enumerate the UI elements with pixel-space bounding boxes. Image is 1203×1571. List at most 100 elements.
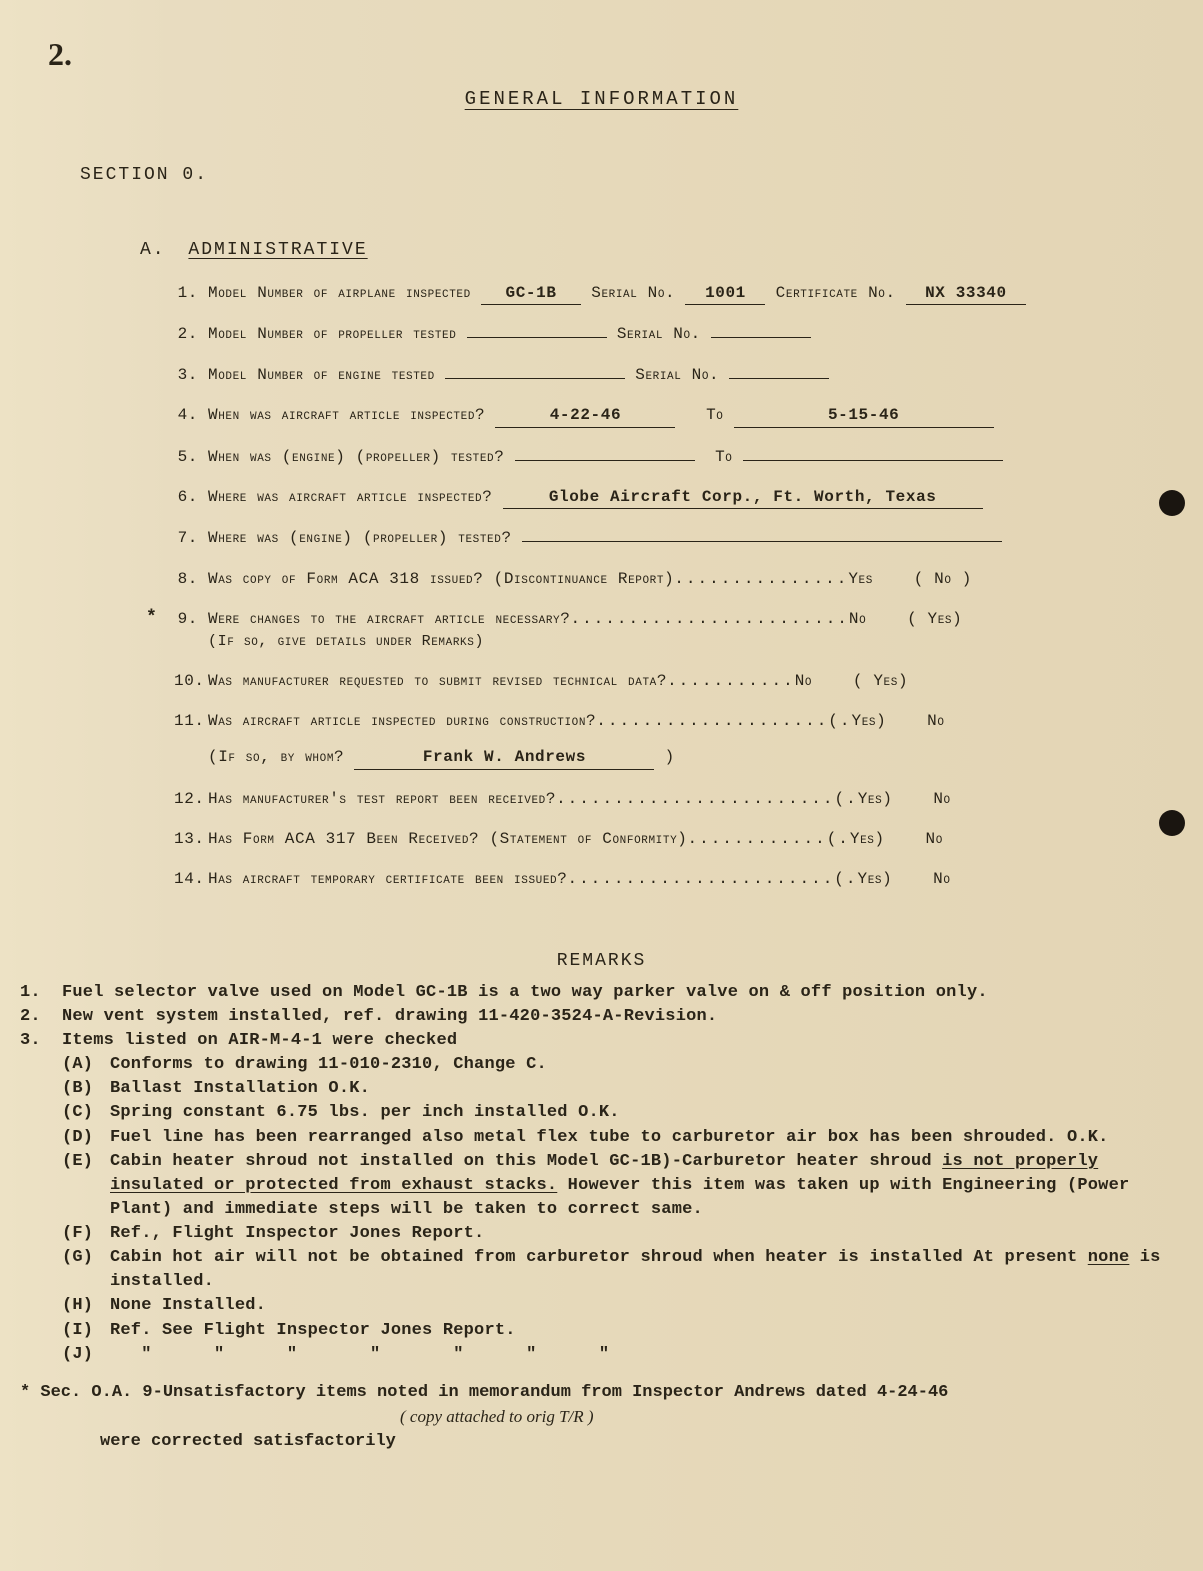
page-title: GENERAL INFORMATION (50, 88, 1153, 110)
item-text: Serial No. (617, 325, 701, 343)
footnote-line2: were corrected satisfactorily (100, 1432, 396, 1451)
item-text: Was manufacturer requested to submit rev… (208, 672, 667, 690)
remark-sub-letter: (J) (62, 1343, 110, 1367)
item-subline: (If so, by whom? Frank W. Andrews ) (208, 746, 1153, 769)
remark-sub: (E)Cabin heater shroud not installed on … (62, 1150, 1173, 1222)
item-body: Were changes to the aircraft article nec… (208, 608, 1153, 651)
remark-item: 2. New vent system installed, ref. drawi… (20, 1005, 1173, 1029)
remark-sub-text: None Installed. (110, 1294, 1173, 1318)
remark-text: Items listed on AIR-M-4-1 were checked (62, 1029, 1173, 1053)
item-text: Was copy of Form ACA 318 issued? (Discon… (208, 570, 674, 588)
item-body: Was copy of Form ACA 318 issued? (Discon… (208, 568, 1153, 590)
answer-yes-selected: Yes (850, 828, 875, 850)
leader-dots: ....................(. (596, 712, 851, 730)
item-text: To (706, 406, 723, 424)
answer-yes: Yes (848, 568, 873, 590)
remark-sub-letter: (I) (62, 1319, 110, 1343)
item-text: Has manufacturer's test report been rece… (208, 790, 556, 808)
remark-sub: (C)Spring constant 6.75 lbs. per inch in… (62, 1101, 1173, 1125)
item-number: 5. (174, 448, 208, 466)
answer-yes-selected: Yes (858, 788, 883, 810)
item-body: Model Number of airplane inspected GC-1B… (208, 282, 1153, 305)
item-text: Serial No. (635, 366, 719, 384)
remark-text: New vent system installed, ref. drawing … (62, 1005, 1173, 1029)
remark-number: 3. (20, 1029, 62, 1053)
fill-model: GC-1B (481, 282, 581, 305)
item-text: Were changes to the aircraft article nec… (208, 610, 570, 628)
remark-sub-text: Ballast Installation O.K. (110, 1077, 1173, 1101)
leader-dots: .......................(. (567, 870, 857, 888)
item-row: * 9. Were changes to the aircraft articl… (174, 608, 1153, 651)
footnote-line1: * Sec. O.A. 9-Unsatisfactory items noted… (20, 1383, 948, 1402)
answer-no: No (933, 868, 950, 890)
fill-location: Globe Aircraft Corp., Ft. Worth, Texas (503, 486, 983, 509)
item-row: 11. Was aircraft article inspected durin… (174, 710, 1153, 770)
item-number: 7. (174, 529, 208, 547)
leader-dots: ............(. (687, 830, 849, 848)
item-body: When was (engine) (propeller) tested? To (208, 446, 1153, 468)
hole-punch-icon (1159, 810, 1185, 836)
remark-sub-letter: (E) (62, 1150, 110, 1222)
remark-sub-text: Ref., Flight Inspector Jones Report. (110, 1222, 1173, 1246)
item-text: Where was (engine) (propeller) tested? (208, 529, 512, 547)
item-number: 1. (174, 284, 208, 302)
item-number: 11. (174, 712, 208, 730)
section-label: SECTION 0. (80, 165, 1153, 185)
fill-cert: NX 33340 (906, 282, 1026, 305)
item-row: 1. Model Number of airplane inspected GC… (174, 282, 1153, 305)
item-body: Was aircraft article inspected during co… (208, 710, 1153, 770)
asterisk-mark: * (146, 608, 157, 628)
document-page: 2. GENERAL INFORMATION SECTION 0. A. ADM… (0, 0, 1203, 1571)
remark-sub: (H)None Installed. (62, 1294, 1173, 1318)
answer-yes-selected: Yes (928, 608, 953, 630)
remark-sub-letter: (B) (62, 1077, 110, 1101)
remarks-block: 1. Fuel selector valve used on Model GC-… (20, 981, 1173, 1367)
item-row: 14. Has aircraft temporary certificate b… (174, 868, 1153, 890)
fill-blank (445, 378, 625, 379)
remark-sub: (G)Cabin hot air will not be obtained fr… (62, 1246, 1173, 1294)
remark-sub-text: " " " " " " " (110, 1343, 1173, 1367)
fill-blank (467, 337, 607, 338)
item-text: When was (engine) (propeller) tested? (208, 448, 504, 466)
item-number: 6. (174, 488, 208, 506)
remark-sub-letter: (C) (62, 1101, 110, 1125)
item-number: 4. (174, 406, 208, 424)
fill-blank (522, 541, 1002, 542)
item-body: Has aircraft temporary certificate been … (208, 868, 1153, 890)
item-body: Has manufacturer's test report been rece… (208, 788, 1153, 810)
remark-sub: (D)Fuel line has been rearranged also me… (62, 1126, 1173, 1150)
remark-sub-text: Cabin hot air will not be obtained from … (110, 1246, 1173, 1294)
subsection-heading: A. ADMINISTRATIVE (140, 240, 1153, 260)
sub-close: ) (665, 748, 675, 766)
fill-blank (711, 337, 811, 338)
item-text: Model Number of propeller tested (208, 325, 456, 343)
answer-no: No (933, 788, 950, 810)
item-row: 10. Was manufacturer requested to submit… (174, 670, 1153, 692)
item-text: Has Form ACA 317 Been Received? (Stateme… (208, 830, 687, 848)
fill-serial: 1001 (685, 282, 765, 305)
answer-no: No (849, 608, 866, 630)
fill-blank (729, 378, 829, 379)
fill-date-to: 5-15-46 (734, 404, 994, 427)
item-body: Where was aircraft article inspected? Gl… (208, 486, 1153, 509)
remark-item: 3. Items listed on AIR-M-4-1 were checke… (20, 1029, 1173, 1053)
item-row: 8. Was copy of Form ACA 318 issued? (Dis… (174, 568, 1153, 590)
item-body: Has Form ACA 317 Been Received? (Stateme… (208, 828, 1153, 850)
item-row: 13. Has Form ACA 317 Been Received? (Sta… (174, 828, 1153, 850)
item-subnote: (If so, give details under Remarks) (208, 631, 1153, 652)
fill-blank (515, 460, 695, 461)
answer-no: No (927, 710, 944, 732)
item-body: When was aircraft article inspected? 4-2… (208, 404, 1153, 427)
fill-inspector-name: Frank W. Andrews (354, 746, 654, 769)
remark-sub: (J) " " " " " " " (62, 1343, 1173, 1367)
item-number: 13. (174, 830, 208, 848)
remark-number: 2. (20, 1005, 62, 1029)
remark-sub-letter: (H) (62, 1294, 110, 1318)
remark-sub-text: Spring constant 6.75 lbs. per inch insta… (110, 1101, 1173, 1125)
answer-no: No (926, 828, 943, 850)
item-body: Where was (engine) (propeller) tested? (208, 527, 1153, 549)
remark-sub-letter: (D) (62, 1126, 110, 1150)
leader-dots: ........................ (570, 610, 848, 628)
item-number: 14. (174, 870, 208, 888)
item-text: Certificate No. (776, 284, 896, 302)
